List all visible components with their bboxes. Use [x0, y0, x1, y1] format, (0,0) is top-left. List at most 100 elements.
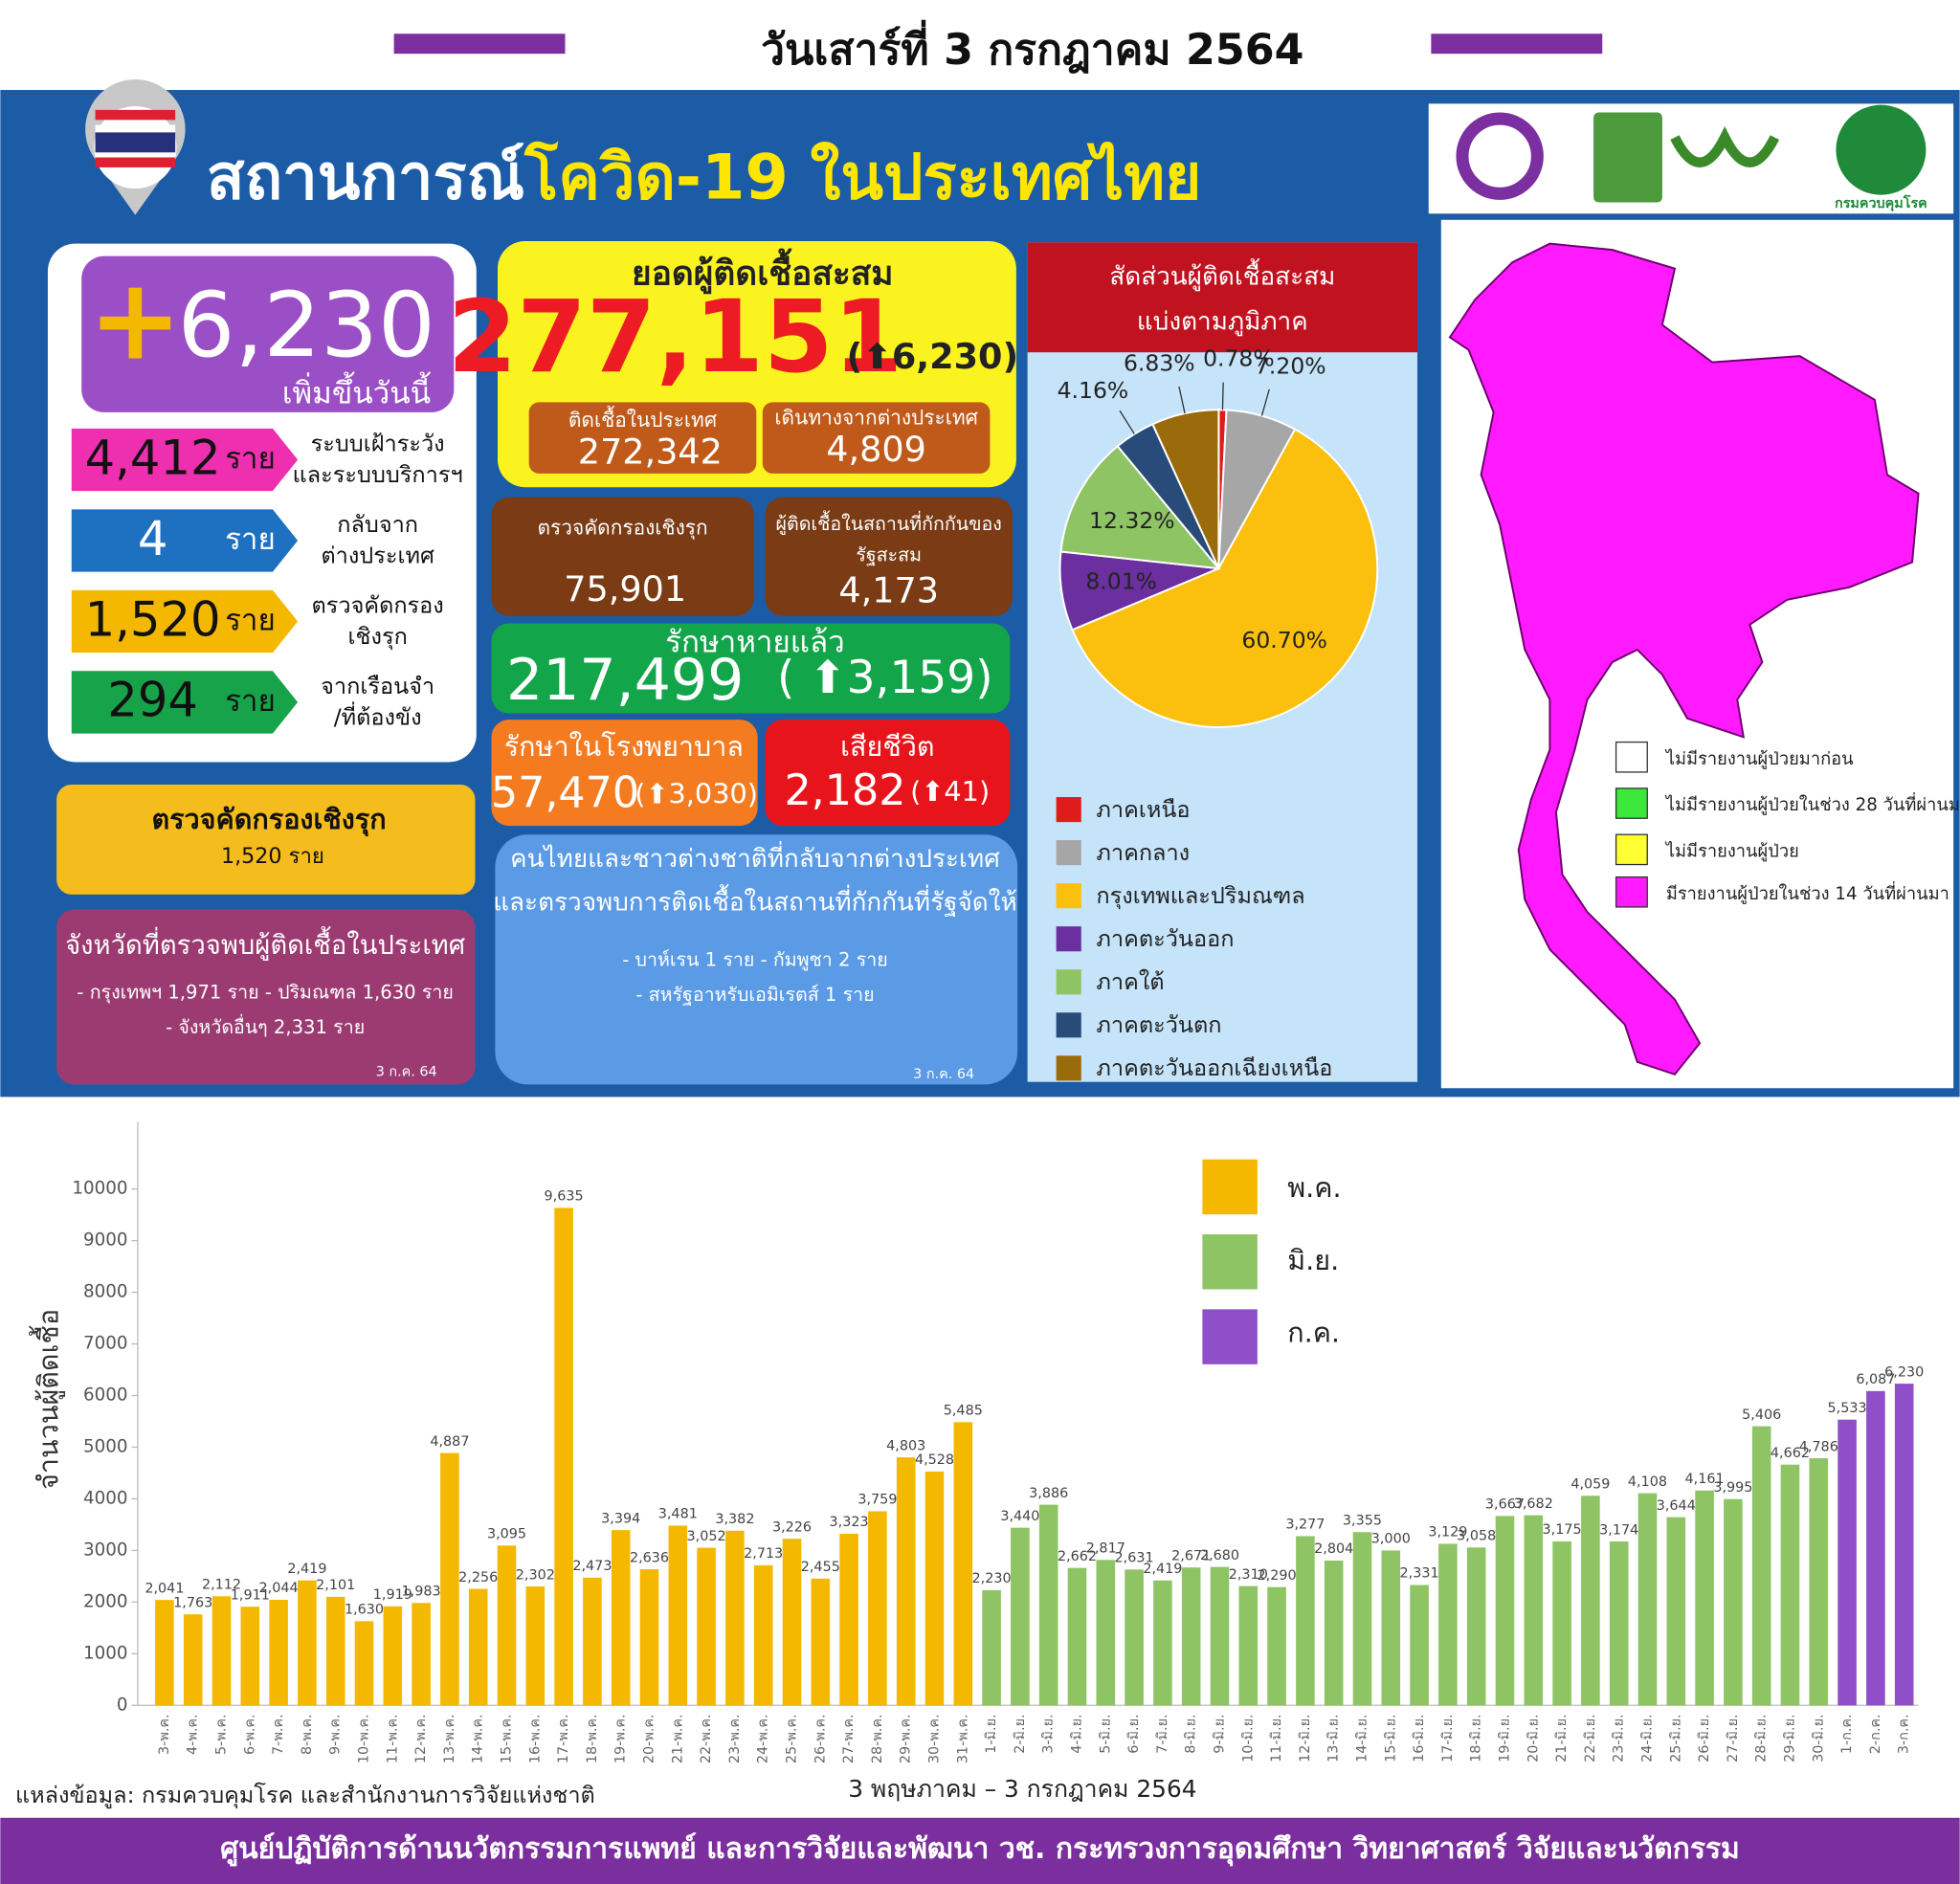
arrow-tag	[71, 428, 299, 492]
y-axis-label: จำนวนผู้ติดเชื้อ	[30, 1309, 66, 1490]
bar	[1581, 1496, 1600, 1706]
bar	[868, 1511, 887, 1706]
bar	[1181, 1567, 1201, 1706]
pie-slice	[1059, 444, 1221, 570]
x-tick-label: 6-มิ.ย.	[1126, 1714, 1142, 1753]
y-tick-label: 4000	[83, 1488, 127, 1508]
x-tick-label: 24-พ.ค.	[756, 1714, 771, 1763]
label: รักษาในโรงพยาบาล	[504, 730, 744, 763]
bar	[525, 1586, 546, 1706]
x-tick-label: 8-มิ.ย.	[1184, 1714, 1199, 1753]
bar	[1866, 1390, 1885, 1706]
legend-swatch	[1056, 1012, 1081, 1038]
data-label: 2,331	[1400, 1566, 1439, 1582]
data-label: 7.20%	[1255, 353, 1326, 380]
data-label: 2,256	[458, 1570, 498, 1585]
y-tick-label: 8000	[83, 1282, 127, 1302]
label: 4,173	[838, 569, 939, 610]
x-tick-label: 16-พ.ค.	[527, 1714, 543, 1763]
bar	[1695, 1490, 1714, 1706]
map-legend-swatch	[1615, 876, 1648, 908]
bar	[811, 1578, 831, 1706]
bar	[1153, 1580, 1172, 1706]
map-legend-swatch	[1615, 787, 1648, 819]
legend-label: ภาคกลาง	[1096, 839, 1190, 866]
label: 4	[138, 511, 168, 566]
bar	[697, 1547, 716, 1706]
x-tick-label: 3-มิ.ย.	[1041, 1714, 1057, 1753]
legend-label: พ.ค.	[1287, 1171, 1341, 1204]
header-bar	[393, 33, 566, 55]
chart-subtitle: แบ่งตามภูมิภาค	[1137, 307, 1308, 336]
thailand-map	[1448, 242, 1920, 1076]
title: สถานการณ์โควิด-19 ในประเทศไทย	[207, 140, 1202, 213]
data-label: 3,667	[1485, 1497, 1525, 1513]
new-cases-box	[81, 255, 455, 412]
x-tick-label: 5-พ.ค.	[214, 1714, 230, 1755]
label: 75,901	[564, 568, 686, 610]
data-label: 2,302	[516, 1567, 555, 1583]
x-tick-label: 21-มิ.ย.	[1554, 1714, 1570, 1762]
map-legend-label: ไม่มีรายงานผู้ป่วยมาก่อน	[1664, 748, 1854, 769]
data-label: 4,161	[1685, 1472, 1725, 1487]
bar	[839, 1533, 858, 1706]
map-legend-label: ไม่มีรายงานผู้ป่วยในช่วง 28 วันที่ผ่านมา	[1664, 792, 1960, 815]
label: (⬆6,230)	[847, 336, 1019, 377]
label: 294	[107, 673, 198, 728]
bar	[1809, 1458, 1829, 1706]
x-tick-label: 8-พ.ค.	[300, 1714, 315, 1755]
x-tick-label: 6-พ.ค.	[242, 1714, 257, 1755]
x-tick-label: 14-มิ.ย.	[1354, 1714, 1370, 1762]
x-tick-label: 1-ก.ค.	[1839, 1714, 1855, 1754]
header-bar	[1431, 33, 1603, 55]
legend-swatch	[1202, 1159, 1258, 1215]
bar	[412, 1603, 431, 1706]
y-tick-label: 3000	[83, 1540, 127, 1560]
bar	[1096, 1560, 1116, 1706]
x-tick-label: 1-มิ.ย.	[984, 1714, 999, 1753]
bar	[1838, 1419, 1857, 1706]
data-label: 2,419	[287, 1562, 326, 1577]
data-label: 3,174	[1599, 1522, 1638, 1538]
leader-line	[1260, 388, 1270, 416]
deaths-box	[765, 720, 1011, 827]
legend-label: มิ.ย.	[1287, 1244, 1339, 1276]
legend-label: ภาคเหนือ	[1096, 796, 1190, 823]
label: - กรุงเทพฯ 1,971 ราย - ปริมณฑล 1,630 ราย	[77, 982, 453, 1005]
x-tick-label: 20-มิ.ย.	[1526, 1714, 1541, 1762]
bar	[155, 1600, 174, 1706]
bar	[1210, 1566, 1230, 1706]
data-label: 6.83%	[1124, 350, 1195, 377]
leader-line	[1178, 386, 1186, 414]
bar	[1038, 1504, 1058, 1706]
x-tick-label: 28-มิ.ย.	[1754, 1714, 1770, 1762]
y-tick-label: 1000	[83, 1643, 127, 1663]
label: 272,342	[578, 431, 723, 472]
legend-swatch	[1056, 926, 1081, 952]
label: จากเรือนจำ	[321, 673, 434, 699]
date: วันเสาร์ที่ 3 กรกฎาคม 2564	[761, 19, 1303, 75]
returnees-box	[495, 834, 1018, 1085]
data-label: 4,059	[1570, 1477, 1610, 1493]
label: รักษาหายแล้ว	[665, 625, 845, 659]
data-label: 2,419	[1143, 1562, 1182, 1577]
x-tick-label: 18-พ.ค.	[585, 1714, 600, 1763]
provinces-box	[56, 909, 476, 1085]
label: ราย	[225, 441, 276, 476]
bar	[924, 1471, 945, 1706]
bar	[1238, 1585, 1258, 1706]
x-tick-label: 25-พ.ค.	[785, 1714, 800, 1763]
x-tick-label: 29-มิ.ย.	[1782, 1714, 1797, 1762]
x-tick-label: 31-พ.ค.	[955, 1714, 970, 1763]
leader-line	[1221, 382, 1224, 410]
y-tick-label: 7000	[83, 1334, 127, 1354]
x-tick-label: 12-พ.ค.	[413, 1714, 429, 1763]
bar	[212, 1596, 232, 1706]
label: รัฐสะสม	[856, 544, 922, 566]
label: /ที่ต้องขัง	[334, 700, 422, 730]
data-label: 9,635	[545, 1189, 584, 1205]
label: และตรวจพบการติดเชื้อในสถานที่กักกันที่รั…	[493, 884, 1016, 918]
data-label: 3,382	[715, 1512, 754, 1527]
label: 1,520	[85, 591, 221, 647]
x-tick-label: 2-ก.ค.	[1868, 1714, 1883, 1754]
